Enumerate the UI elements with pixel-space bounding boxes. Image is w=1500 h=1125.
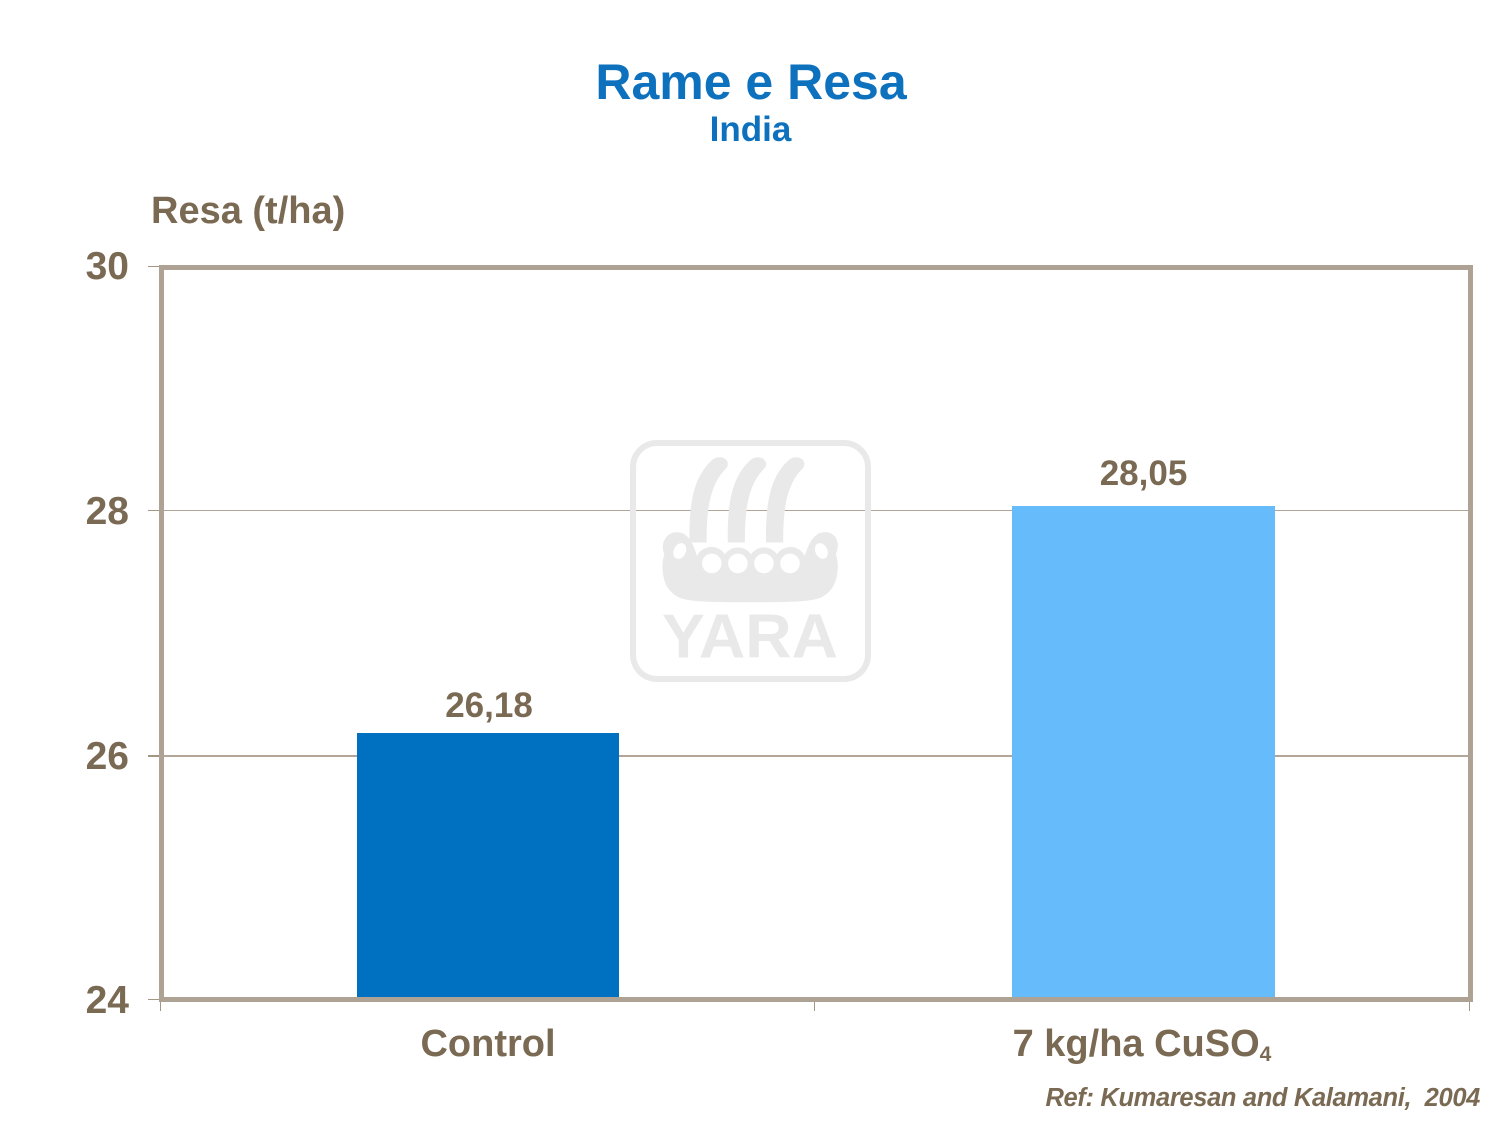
svg-text:YARA: YARA <box>662 603 838 672</box>
